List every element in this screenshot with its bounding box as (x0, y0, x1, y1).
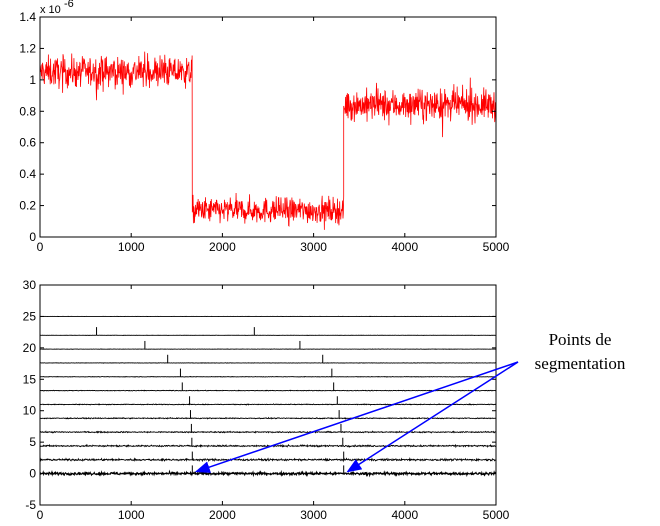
annotation-line-1: Points de (549, 330, 612, 349)
bottom-chart-trace (39, 443, 497, 449)
bottom-chart-series (39, 315, 497, 478)
bottom-chart-trace (39, 375, 497, 378)
bottom-chart-trace (39, 456, 497, 463)
y-tick-label: 10 (23, 404, 37, 418)
top-chart-series-line (39, 51, 497, 230)
annotation-arrow (194, 361, 519, 473)
annotation-line-2: segmentation (535, 354, 626, 373)
y-tick-label: 20 (23, 341, 37, 355)
y-tick-label: 0.8 (19, 104, 36, 118)
top-chart-ticks: 0 1000 2000 3000 4000 5000 0 0.2 0.4 0.6 0.8 1 1.2 1.… (19, 10, 509, 254)
x-tick-label: 5000 (483, 240, 510, 254)
y-tick-label: 30 (23, 278, 37, 292)
top-chart-exponent-label: x 10 (40, 4, 61, 16)
x-tick-label: 4000 (391, 240, 418, 254)
y-tick-label: 0 (29, 467, 36, 481)
annotation-arrows (194, 361, 519, 473)
bottom-chart-trace (39, 362, 497, 364)
top-chart: 0 1000 2000 3000 4000 5000 0 0.2 0.4 0.6 0.8 1 1.2 1.… (19, 0, 509, 254)
y-tick-label: 1.2 (19, 41, 36, 55)
y-tick-label: 0.6 (19, 136, 36, 150)
annotation-arrow (346, 361, 519, 473)
bottom-chart-trace (39, 403, 497, 406)
x-tick-label: 2000 (209, 240, 236, 254)
x-tick-label: 3000 (300, 508, 327, 522)
y-tick-label: 0.2 (19, 199, 36, 213)
x-tick-label: 4000 (391, 508, 418, 522)
y-tick-label: 1 (29, 73, 36, 87)
x-tick-label: 0 (37, 240, 44, 254)
y-tick-label: 15 (23, 372, 37, 386)
x-tick-label: 2000 (209, 508, 236, 522)
x-tick-label: 5000 (483, 508, 510, 522)
x-tick-label: 3000 (300, 240, 327, 254)
y-tick-label: 0.4 (19, 167, 36, 181)
x-tick-label: 0 (37, 508, 44, 522)
y-tick-label: -5 (25, 498, 36, 512)
y-tick-label: 25 (23, 309, 37, 323)
y-tick-label: 0 (29, 230, 36, 244)
bottom-chart-trace (39, 430, 497, 434)
top-chart-series (39, 51, 497, 230)
top-chart-exponent: x 10 -6 (40, 0, 74, 16)
bottom-chart-trace (39, 389, 497, 392)
x-tick-label: 1000 (118, 240, 145, 254)
segmentation-annotation: Points de segmentation (194, 330, 626, 473)
y-tick-label: 5 (29, 435, 36, 449)
top-chart-exponent-power: -6 (64, 0, 74, 10)
top-chart-frame (39, 16, 497, 238)
bottom-chart-trace (39, 416, 497, 420)
bottom-chart-trace (39, 469, 497, 478)
bottom-chart-frame (39, 284, 497, 506)
x-tick-label: 1000 (118, 508, 145, 522)
y-tick-label: 1.4 (19, 10, 36, 24)
